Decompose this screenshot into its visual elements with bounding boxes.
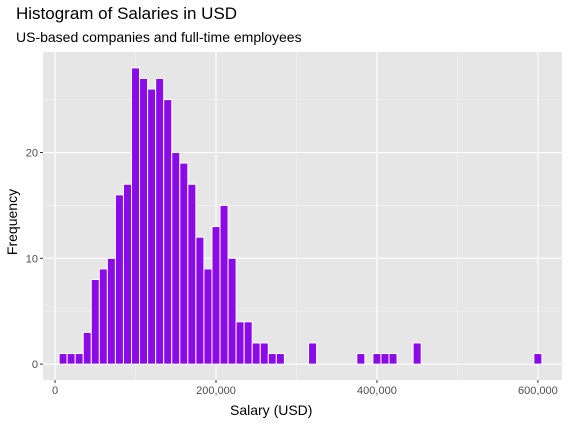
histogram-bar	[75, 354, 83, 365]
histogram-bar	[83, 332, 91, 364]
histogram-bar	[148, 89, 156, 364]
histogram-bar	[534, 354, 542, 365]
histogram-bar	[309, 343, 317, 364]
y-tick-label: 0	[32, 359, 38, 371]
y-tick-label: 20	[26, 148, 38, 160]
histogram-bar	[236, 322, 244, 364]
histogram-bar	[413, 343, 421, 364]
x-tick-label: 0	[52, 385, 58, 397]
histogram-bar	[99, 269, 107, 364]
histogram-bar	[172, 153, 180, 365]
x-tick-label: 400,000	[357, 385, 397, 397]
histogram-bar	[91, 279, 99, 364]
histogram-bar	[132, 68, 140, 364]
x-tick-label: 600,000	[518, 385, 558, 397]
histogram-bar	[373, 354, 381, 365]
histogram-bar	[228, 258, 236, 364]
histogram-bar	[204, 269, 212, 364]
histogram-bar	[188, 184, 196, 364]
y-tick-label: 10	[26, 253, 38, 265]
histogram-bar	[244, 322, 252, 364]
histogram-bar	[268, 354, 276, 365]
histogram-bar	[389, 354, 397, 365]
histogram-bar	[381, 354, 389, 365]
histogram-bar	[115, 195, 123, 364]
histogram-bar	[220, 205, 228, 364]
histogram-bar	[252, 343, 260, 364]
histogram-bar	[156, 78, 164, 364]
histogram-bar	[107, 258, 115, 364]
histogram-bar	[260, 343, 268, 364]
histogram-bar	[123, 184, 131, 364]
histogram-bar	[59, 354, 67, 365]
histogram-bar	[212, 227, 220, 365]
histogram-bar	[164, 100, 172, 365]
histogram-bar	[357, 354, 365, 365]
histogram-bar	[180, 163, 188, 364]
x-tick-label: 200,000	[196, 385, 236, 397]
histogram-bar	[140, 78, 148, 364]
histogram-bar	[67, 354, 75, 365]
histogram-bar	[276, 354, 284, 365]
histogram-bar	[196, 237, 204, 364]
